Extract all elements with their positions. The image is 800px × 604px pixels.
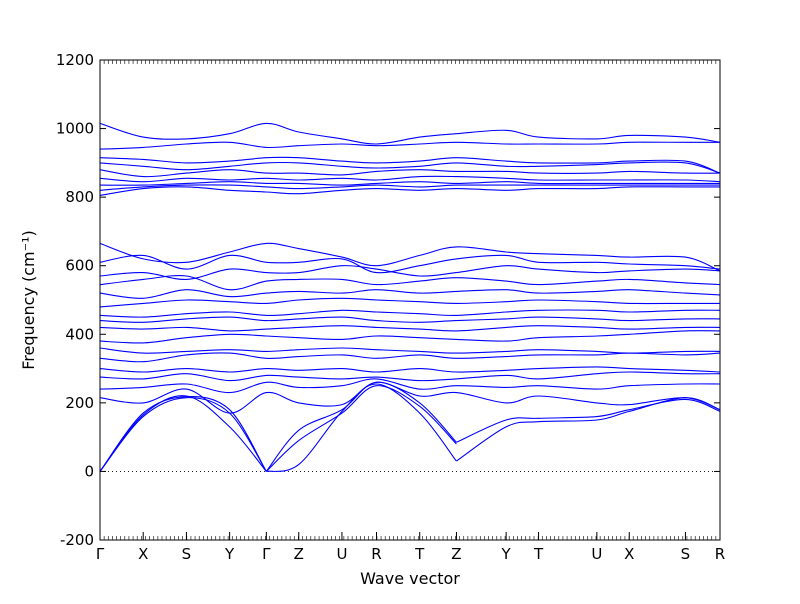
x-tick-label-1: X <box>138 545 148 563</box>
series-line-2 <box>99 397 267 472</box>
y-tick-label-1: 0 <box>84 462 94 480</box>
x-tick-label-14: S <box>681 545 691 563</box>
tick-layer <box>99 59 721 541</box>
series-line-30 <box>99 161 721 174</box>
x-tick-label-11: T <box>533 545 544 563</box>
x-tick-label-10: Y <box>501 545 512 563</box>
x-tick-label-5: Z <box>294 545 304 563</box>
y-tick-label-3: 400 <box>65 325 94 343</box>
series-line-14 <box>99 347 721 354</box>
series-line-18 <box>99 309 721 318</box>
series-line-33 <box>99 122 721 145</box>
x-tick-label-6: U <box>336 545 347 563</box>
x-tick-label-0: Γ <box>96 545 105 563</box>
series-line-11 <box>99 371 721 382</box>
series-line-10 <box>99 378 721 394</box>
series-line-19 <box>99 297 720 308</box>
series-line-32 <box>99 141 720 150</box>
y-tick-label-4: 600 <box>65 257 94 275</box>
x-axis-label: Wave vector <box>360 569 460 588</box>
x-tick-label-2: S <box>182 545 192 563</box>
series-line-22 <box>99 265 721 280</box>
x-tick-label-9: Z <box>451 545 461 563</box>
y-tick-label-7: 1200 <box>56 51 94 69</box>
y-tick-label-6: 1000 <box>56 120 94 138</box>
series-line-23 <box>99 254 721 274</box>
series-line-31 <box>99 156 721 174</box>
series-line-6 <box>265 381 457 472</box>
x-tick-label-12: U <box>591 545 602 563</box>
series-line-25 <box>99 186 720 196</box>
y-tick-label-2: 200 <box>65 394 94 412</box>
series-line-27 <box>99 181 720 186</box>
y-tick-label-0: -200 <box>60 531 94 549</box>
x-tick-label-7: R <box>371 545 381 563</box>
series-line-4 <box>266 383 457 472</box>
x-tick-label-3: Y <box>224 545 235 563</box>
x-tick-label-15: R <box>715 545 725 563</box>
series-line-28 <box>99 175 721 183</box>
series-line-24 <box>99 242 721 272</box>
x-tick-label-4: Γ <box>262 545 271 563</box>
series-line-1 <box>99 395 267 472</box>
series-line-26 <box>99 184 720 191</box>
series-line-15 <box>99 330 721 344</box>
series-layer <box>99 122 721 472</box>
series-line-21 <box>99 275 721 291</box>
series-line-16 <box>99 325 721 332</box>
y-tick-label-5: 800 <box>65 188 94 206</box>
x-tick-label-13: X <box>624 545 634 563</box>
series-line-13 <box>99 352 721 363</box>
y-axis-label: Frequency (cm⁻¹) <box>19 230 38 369</box>
series-line-3 <box>99 396 267 472</box>
series-line-7 <box>456 397 721 462</box>
series-line-5 <box>265 385 457 472</box>
y-tick-labels: -200 0 200 400 600 800 1000 1200 <box>56 51 94 549</box>
x-tick-label-8: T <box>414 545 425 563</box>
series-line-9 <box>99 381 721 414</box>
series-line-29 <box>99 169 721 178</box>
series-line-8 <box>456 398 721 443</box>
series-line-20 <box>99 289 721 299</box>
series-line-17 <box>99 316 721 323</box>
series-line-12 <box>99 366 721 373</box>
